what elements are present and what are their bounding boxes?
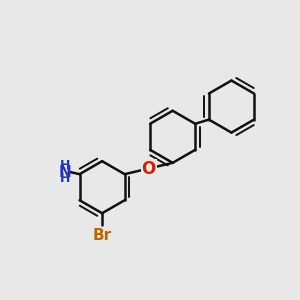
Text: Br: Br [92, 228, 112, 243]
Text: H: H [60, 159, 70, 172]
Text: H: H [60, 172, 70, 185]
Text: O: O [142, 160, 156, 178]
Text: N: N [59, 165, 72, 180]
